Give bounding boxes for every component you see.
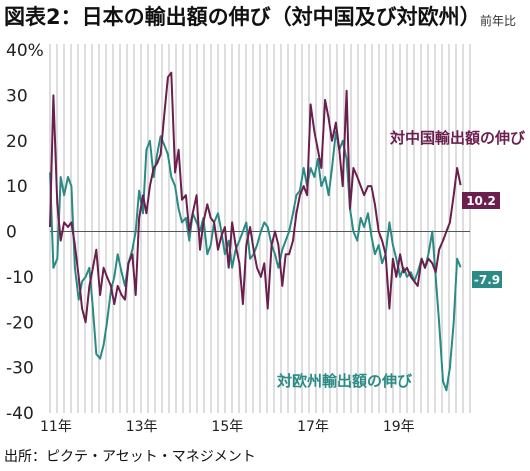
unit-label: 前年比: [480, 13, 516, 28]
chart-title: 図表2：日本の輸出額の伸び（対中国及び対欧州）: [4, 5, 481, 29]
end-value-europe: -7.9: [474, 273, 500, 287]
series-label-china: 対中国輸出額の伸び: [389, 129, 525, 147]
x-axis-ticks: 11年 13年 15年 17年 19年: [40, 419, 415, 435]
end-label-china: 10.2: [462, 192, 500, 209]
y-tick-label: 10: [6, 177, 28, 197]
y-tick-label: -10: [6, 268, 34, 288]
series-line-china: [49, 71, 462, 324]
y-tick-label: 20: [6, 132, 28, 152]
x-tick-label: 15年: [211, 419, 243, 435]
end-value-china: 10.2: [466, 194, 496, 208]
y-tick-label: -40: [6, 404, 34, 424]
series-line-europe: [49, 130, 462, 392]
y-tick-label: -20: [6, 313, 34, 333]
x-tick-label: 17年: [297, 419, 329, 435]
y-axis-ticks: 40% 30 20 10 0 -10 -20 -30 -40: [6, 41, 44, 424]
source-note: 出所：ピクテ・アセット・マネジメント: [4, 449, 256, 465]
x-tick-label: 13年: [126, 419, 158, 435]
end-label-europe: -7.9: [472, 271, 502, 288]
y-tick-label: -30: [6, 359, 34, 379]
series-label-europe: 対欧州輸出額の伸び: [276, 372, 412, 390]
x-tick-label: 19年: [383, 419, 415, 435]
y-tick-label: 40%: [6, 41, 44, 61]
x-tick-label: 11年: [40, 419, 72, 435]
vertical-grid: [49, 44, 471, 413]
y-tick-label: 30: [6, 86, 28, 106]
y-tick-label: 0: [6, 223, 17, 243]
